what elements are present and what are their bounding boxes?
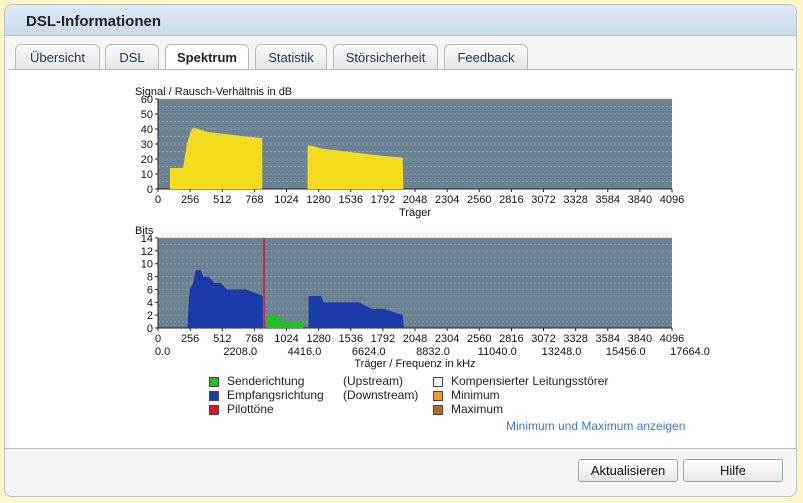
legend-note-upstream: (Upstream)	[343, 374, 404, 388]
freq-tick-label: 8832.0	[416, 346, 450, 358]
refresh-button[interactable]: Aktualisieren	[578, 459, 678, 482]
x-tick-label: 2816	[499, 333, 523, 345]
y-tick-label: 50	[141, 109, 153, 121]
x-tick-label: 1792	[371, 194, 395, 206]
tab-spektrum[interactable]: Spektrum	[165, 44, 249, 71]
freq-tick-label: 2208.0	[223, 346, 257, 358]
snr-area	[307, 145, 404, 189]
x-tick-label: 1280	[306, 194, 330, 206]
spectrum-charts: Signal / Rausch-Verhältnis in dB01020304…	[135, 86, 710, 370]
page-title: DSL-Informationen	[26, 13, 161, 30]
tab-uebersicht[interactable]: Übersicht	[15, 44, 100, 70]
y-tick-label: 40	[141, 124, 153, 136]
legend-swatch-upstream	[209, 377, 219, 387]
y-tick-label: 0	[147, 184, 153, 196]
downstream-bits-area	[308, 295, 404, 328]
legend-swatch-compensated	[433, 377, 443, 387]
x-tick-label: 2048	[403, 333, 427, 345]
y-tick-label: 30	[141, 139, 153, 151]
x-tick-label: 256	[181, 333, 199, 345]
x-tick-label: 3584	[596, 194, 620, 206]
y-tick-label: 10	[141, 259, 153, 271]
x-tick-label: 1280	[306, 333, 330, 345]
x-tick-label: 2560	[467, 333, 491, 345]
x-tick-label: 3328	[563, 333, 587, 345]
chart-title: Signal / Rausch-Verhältnis in dB	[135, 86, 292, 98]
x-axis-label: Träger	[399, 207, 431, 219]
x-tick-label: 1536	[339, 194, 363, 206]
show-min-max-link[interactable]: Minimum und Maximum anzeigen	[506, 419, 686, 433]
freq-tick-label: 0.0	[155, 346, 170, 358]
y-tick-label: 10	[141, 169, 153, 181]
x-tick-label: 3328	[563, 194, 587, 206]
freq-tick-label: 15456.0	[606, 346, 646, 358]
snr-chart: Signal / Rausch-Verhältnis in dB 0 10 20 30 4…	[135, 86, 684, 219]
x-tick-label: 3840	[628, 194, 652, 206]
y-tick-label: 12	[141, 246, 153, 258]
x-tick-label: 768	[245, 194, 263, 206]
x-tick-label: 3840	[628, 333, 652, 345]
legend-swatch-downstream	[209, 391, 219, 401]
title-bar	[5, 5, 796, 36]
y-tick-label: 60	[141, 94, 153, 106]
x-tick-label: 1024	[274, 333, 298, 345]
x-tick-label: 4096	[660, 194, 684, 206]
tab-feedback[interactable]: Feedback	[444, 44, 528, 70]
x-tick-label: 2304	[435, 194, 459, 206]
legend-label-compensated: Kompensierter Leitungsstörer	[451, 374, 609, 388]
x-tick-label: 512	[213, 194, 231, 206]
freq-tick-label: 13248.0	[542, 346, 582, 358]
x-tick-label: 2048	[403, 194, 427, 206]
tab-stoersicherheit[interactable]: Störsicherheit	[333, 44, 438, 70]
x-tick-label: 0	[155, 333, 161, 345]
dsl-info-panel: DSL-Informationen Übersicht DSL Spektrum…	[4, 4, 797, 497]
x-tick-label: 2816	[499, 194, 523, 206]
x-tick-label: 3072	[531, 333, 555, 345]
x-tick-label: 512	[213, 333, 231, 345]
x-tick-label: 4096	[660, 333, 684, 345]
x-tick-label: 1792	[371, 333, 395, 345]
x-tick-label: 1536	[339, 333, 363, 345]
x-tick-label: 3584	[596, 333, 620, 345]
upstream-bits-area	[266, 315, 304, 328]
legend-label-maximum: Maximum	[451, 402, 504, 416]
tab-dsl[interactable]: DSL	[105, 44, 159, 70]
y-tick-label: 0	[147, 323, 153, 335]
downstream-bits-area	[187, 270, 263, 328]
y-tick-label: 4	[147, 297, 153, 309]
legend-swatch-maximum	[433, 405, 443, 415]
y-tick-label: 2	[147, 310, 153, 322]
y-tick-label: 20	[141, 154, 153, 166]
legend-swatch-pilot	[209, 405, 219, 415]
freq-tick-label: 17664.0	[670, 346, 710, 358]
x-tick-label: 768	[245, 333, 263, 345]
freq-tick-label: 11040.0	[478, 346, 517, 358]
x-tick-label: 2560	[467, 194, 491, 206]
y-tick-label: 8	[147, 272, 153, 284]
tab-statistik[interactable]: Statistik	[255, 44, 327, 70]
snr-area	[170, 127, 263, 189]
footer-divider	[5, 448, 796, 449]
x-tick-label: 3072	[531, 194, 555, 206]
freq-tick-label: 4416.0	[288, 346, 322, 358]
x-axis-label: Träger / Frequenz in kHz	[354, 358, 475, 370]
x-tick-label: 0	[155, 194, 161, 206]
legend-swatch-minimum	[433, 391, 443, 401]
legend-label-downstream: Empfangsrichtung	[227, 388, 324, 402]
legend-label-upstream: Senderichtung	[227, 374, 305, 388]
freq-tick-label: 6624.0	[352, 346, 386, 358]
legend-label-minimum: Minimum	[451, 388, 500, 402]
y-tick-label: 6	[147, 284, 153, 296]
chart-title: Bits	[135, 225, 154, 237]
x-tick-label: 256	[181, 194, 199, 206]
legend-note-downstream: (Downstream)	[343, 388, 419, 402]
y-tick-label: 14	[141, 233, 153, 245]
x-tick-label: 2304	[435, 333, 459, 345]
legend-label-pilot: Pilottöne	[227, 402, 274, 416]
x-tick-label: 1024	[274, 194, 298, 206]
help-button[interactable]: Hilfe	[683, 459, 783, 482]
